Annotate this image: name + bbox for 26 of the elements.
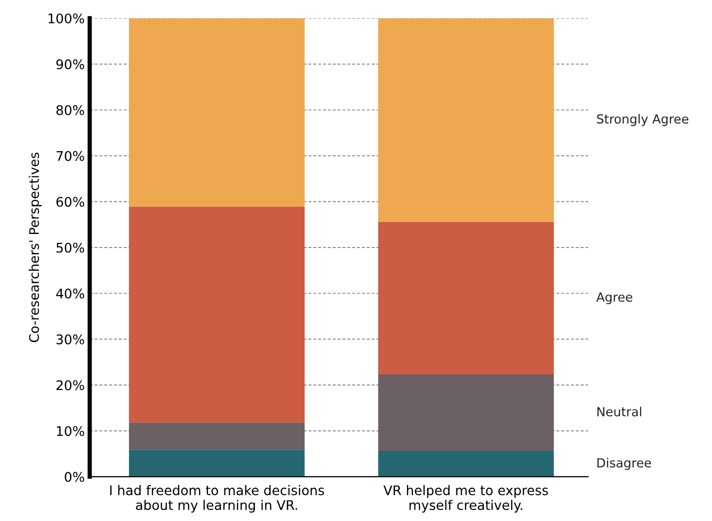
text: Strongly Agree — [597, 114, 688, 126]
y-tick-label: 0% — [64, 472, 84, 482]
y-tick-label: 40% — [56, 288, 84, 299]
bar — [378, 451, 554, 477]
y-tick-label: 60% — [56, 196, 84, 207]
bar — [128, 18, 305, 207]
x-tick-label: I had freedom to make decisions about my learning in VR. — [110, 485, 324, 513]
y-axis-title: Co-researchers' Perspectives — [28, 152, 42, 342]
y-tick-label: 100% — [48, 13, 84, 24]
text: Agree — [596, 292, 632, 304]
y-tick-label: 20% — [56, 380, 84, 390]
text: Neutral — [597, 406, 642, 416]
bar — [378, 18, 554, 222]
y-tick-label: 50% — [56, 242, 84, 253]
bar — [128, 450, 305, 477]
y-tick-label: 90% — [56, 59, 84, 70]
bar — [378, 222, 554, 374]
bar — [378, 374, 554, 452]
text: Disagree — [597, 458, 651, 470]
bar — [128, 422, 305, 450]
x-tick-label: VR helped me to express myself creatively. — [383, 485, 548, 513]
y-tick-label: 30% — [56, 334, 84, 344]
y-tick-label: 70% — [56, 151, 84, 161]
bar — [128, 206, 305, 423]
y-tick-label: 10% — [56, 426, 84, 436]
y-tick-label: 80% — [56, 105, 84, 116]
